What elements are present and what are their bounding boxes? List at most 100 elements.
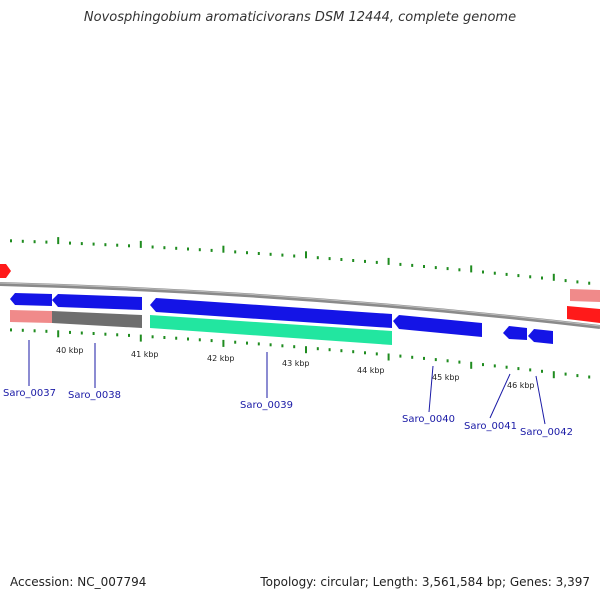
kbp-label: 44 kbp <box>357 366 385 375</box>
minor-tick <box>588 375 591 379</box>
kbp-label: 42 kbp <box>207 354 235 363</box>
feature-red-right[interactable] <box>567 306 600 323</box>
minor-tick <box>163 336 166 339</box>
minor-tick <box>588 281 591 285</box>
leader-line-saro-0040 <box>428 365 434 413</box>
minor-tick <box>364 351 366 355</box>
minor-tick <box>92 242 95 246</box>
minor-tick <box>198 248 201 252</box>
kbp-label: 40 kbp <box>56 346 84 355</box>
major-tick <box>470 361 473 369</box>
minor-tick <box>458 360 461 364</box>
minor-tick <box>576 280 579 284</box>
gene-arrow-saro-0038[interactable] <box>52 294 142 310</box>
major-tick <box>57 330 60 338</box>
minor-tick <box>234 250 237 254</box>
minor-tick <box>92 332 95 335</box>
minor-tick <box>116 243 119 247</box>
minor-tick <box>33 240 36 244</box>
gene-arrow-offscreen-left[interactable] <box>0 264 11 278</box>
major-tick <box>222 245 225 253</box>
minor-tick <box>21 328 24 332</box>
minor-tick <box>352 259 355 262</box>
kbp-label: 43 kbp <box>282 359 310 368</box>
minor-tick <box>493 364 496 368</box>
minor-tick <box>210 248 213 252</box>
minor-tick <box>104 243 107 247</box>
minor-tick <box>45 329 48 333</box>
genome-backbone <box>0 282 600 329</box>
minor-tick <box>69 330 71 334</box>
minor-tick <box>364 259 366 263</box>
minor-tick <box>576 374 579 378</box>
minor-tick <box>541 276 543 280</box>
minor-tick <box>482 270 484 274</box>
gene-label-saro-0037[interactable]: Saro_0037 <box>3 388 56 399</box>
gene-label-saro-0042[interactable]: Saro_0042 <box>520 427 573 438</box>
minor-tick <box>151 335 154 339</box>
gene-label-saro-0040[interactable]: Saro_0040 <box>402 414 455 425</box>
major-tick <box>552 273 555 281</box>
gene-label-saro-0038[interactable]: Saro_0038 <box>68 390 121 401</box>
genome-backbone-highlight <box>0 282 600 327</box>
minor-tick <box>340 349 343 353</box>
minor-tick <box>175 336 178 340</box>
major-tick <box>305 346 307 354</box>
minor-tick <box>293 345 296 349</box>
minor-tick <box>505 365 508 369</box>
minor-tick <box>21 239 24 243</box>
minor-tick <box>234 340 237 344</box>
leader-line-saro-0041 <box>489 373 511 419</box>
major-tick <box>222 339 225 347</box>
minor-tick <box>316 347 319 351</box>
minor-tick <box>434 266 437 270</box>
feature-pink-left[interactable] <box>10 310 52 323</box>
genome-summary-text: Topology: circular; Length: 3,561,584 bp… <box>260 575 590 589</box>
minor-tick <box>564 372 567 376</box>
minor-tick <box>187 247 189 251</box>
feature-gray-left[interactable] <box>52 311 142 328</box>
minor-tick <box>529 275 532 279</box>
minor-tick <box>257 342 260 346</box>
major-tick <box>387 257 390 265</box>
gene-arrow-saro-0037[interactable] <box>10 293 52 306</box>
leader-line-saro-0042 <box>535 375 546 425</box>
gene-arrow-saro-0040[interactable] <box>393 315 482 337</box>
feature-green-saro-0039[interactable] <box>150 315 392 345</box>
feature-pink-right[interactable] <box>570 289 600 302</box>
minor-tick <box>328 257 331 261</box>
minor-tick <box>246 251 248 255</box>
minor-tick <box>517 274 520 278</box>
minor-tick <box>104 332 107 336</box>
minor-tick <box>257 252 260 255</box>
gene-arrow-saro-0042[interactable] <box>528 329 553 344</box>
major-tick <box>139 334 142 342</box>
minor-tick <box>434 358 437 362</box>
minor-tick <box>482 363 484 367</box>
gene-arrow-saro-0041[interactable] <box>503 326 527 340</box>
minor-tick <box>375 352 378 356</box>
minor-tick <box>423 356 425 360</box>
gene-label-saro-0041[interactable]: Saro_0041 <box>464 421 517 432</box>
minor-tick <box>493 271 496 275</box>
minor-tick <box>128 244 130 248</box>
minor-tick <box>246 341 248 345</box>
upper-tick-track <box>10 237 591 285</box>
minor-tick <box>411 355 414 359</box>
minor-tick <box>458 268 461 272</box>
minor-tick <box>128 333 130 337</box>
gene-label-saro-0039[interactable]: Saro_0039 <box>240 400 293 411</box>
minor-tick <box>375 260 378 264</box>
gene-arrow-saro-0039[interactable] <box>150 298 392 328</box>
lower-tick-track <box>10 328 591 379</box>
minor-tick <box>340 258 343 261</box>
minor-tick <box>281 253 284 257</box>
major-tick <box>305 251 307 259</box>
minor-tick <box>541 369 543 373</box>
minor-tick <box>316 256 319 260</box>
minor-tick <box>33 329 36 333</box>
minor-tick <box>80 242 83 246</box>
minor-tick <box>517 367 520 371</box>
minor-tick <box>198 338 201 342</box>
